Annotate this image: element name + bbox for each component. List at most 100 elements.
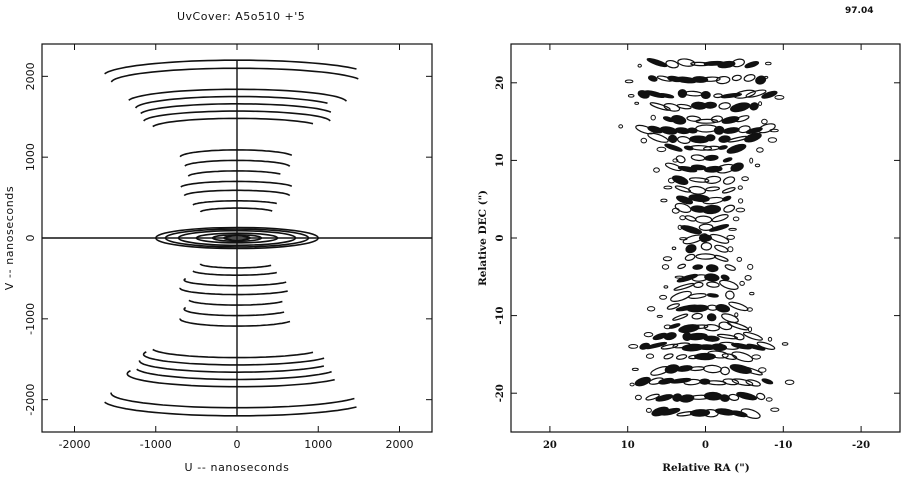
- beam-sidelobe: [741, 176, 749, 182]
- beam-sidelobe: [727, 246, 734, 253]
- beam-contour: [700, 241, 713, 251]
- beam-sidelobe: [754, 163, 761, 168]
- beam-xtick-label: 10: [621, 440, 635, 451]
- beam-contour: [692, 264, 704, 270]
- beam-contour: [660, 343, 679, 350]
- beam-sidelobe: [634, 101, 640, 105]
- beam-sidelobe: [774, 95, 785, 100]
- beam-contour: [670, 290, 692, 302]
- beam-contour: [722, 127, 740, 134]
- uv-ytick-label: 2000: [24, 62, 37, 90]
- beam-contour: [709, 233, 730, 244]
- uv-track-conjugate: [183, 277, 287, 287]
- uv-track: [110, 67, 359, 83]
- beam-contour: [757, 123, 776, 134]
- beam-contour: [645, 341, 668, 350]
- uv-track-conjugate: [188, 299, 283, 306]
- beam-contour: [731, 74, 742, 82]
- beam-contour: [676, 103, 692, 110]
- beam-contour: [678, 324, 700, 334]
- beam-sidelobe: [746, 307, 753, 312]
- beam-contour: [720, 274, 730, 281]
- beam-contour: [677, 58, 696, 67]
- uv-axes: -2000 -1000 0 1000 2000 -2000 -1000 0 1000 2000: [24, 44, 432, 451]
- beam-sidelobe: [653, 167, 660, 173]
- beam-contour: [761, 90, 778, 99]
- beam-contour: [659, 126, 678, 135]
- beam-contour: [706, 281, 720, 288]
- beam-contour: [706, 293, 719, 298]
- beam-sidelobe: [660, 198, 668, 203]
- beam-contour: [745, 89, 767, 98]
- beam-contour: [688, 185, 707, 195]
- beam-contour: [707, 350, 729, 359]
- beam-contour: [675, 155, 686, 164]
- beam-contour: [664, 143, 683, 152]
- beam-sidelobe: [672, 158, 679, 163]
- beam-contour: [718, 135, 731, 143]
- beam-contour: [646, 58, 668, 68]
- beam-contour: [726, 143, 747, 154]
- beam-contour: [691, 312, 703, 320]
- beam-contours: [618, 58, 795, 420]
- beam-contour: [714, 244, 729, 253]
- uv-ytick-label: -2000: [24, 384, 37, 416]
- beam-xtick-label: -10: [774, 440, 792, 451]
- beam-contour: [744, 132, 762, 143]
- beam-sidelobe: [765, 61, 772, 66]
- beam-contour: [713, 125, 725, 135]
- beam-sidelobe: [656, 314, 663, 318]
- beam-contour: [735, 115, 750, 123]
- beam-xtick-label: -20: [852, 440, 870, 451]
- beam-contour: [655, 394, 674, 402]
- beam-contour: [690, 164, 707, 171]
- beam-sidelobe: [728, 227, 737, 231]
- beam-contour: [702, 204, 722, 215]
- beam-contour: [701, 76, 721, 82]
- uv-tracks: [104, 59, 359, 417]
- beam-contour: [740, 408, 761, 420]
- uv-track: [195, 232, 279, 244]
- beam-contour: [705, 186, 720, 192]
- beam-sidelobe: [659, 294, 668, 300]
- beam-contour: [703, 324, 720, 332]
- beam-sidelobe: [627, 94, 635, 98]
- beam-contour: [719, 394, 730, 402]
- beam-ytick-label: 20: [495, 76, 506, 90]
- beam-contour: [704, 154, 719, 161]
- beam-sidelobe: [679, 215, 686, 221]
- beam-contour: [649, 102, 671, 111]
- beam-sidelobe: [749, 291, 755, 296]
- beam-contour: [718, 102, 731, 110]
- beam-contour: [684, 215, 697, 222]
- uv-track-conjugate: [183, 306, 285, 317]
- beam-contour: [689, 145, 713, 151]
- beam-contour: [721, 116, 740, 124]
- uv-track: [134, 95, 328, 109]
- beam-contour: [700, 90, 711, 100]
- beam-contour: [733, 89, 756, 99]
- beam-sidelobe: [738, 198, 744, 204]
- beam-contour: [736, 391, 758, 401]
- uv-track-conjugate: [192, 270, 277, 276]
- beam-contour: [695, 253, 717, 260]
- beam-contour: [676, 195, 694, 205]
- uv-track-conjugate: [199, 263, 272, 269]
- beam-sidelobe: [663, 285, 669, 289]
- beam-contour: [728, 301, 749, 312]
- beam-sidelobe: [645, 353, 655, 359]
- beam-sidelobe: [662, 256, 673, 262]
- beam-sidelobe: [628, 344, 639, 349]
- beam-ytick-label: -10: [495, 307, 506, 325]
- beam-contour: [703, 101, 717, 109]
- beam-sidelobe: [629, 382, 635, 387]
- uv-track: [192, 200, 277, 206]
- uv-track-conjugate: [136, 368, 332, 381]
- beam-contour: [742, 331, 763, 341]
- beam-contour: [676, 135, 691, 144]
- beam-contour: [744, 61, 760, 69]
- uv-track-conjugate: [104, 401, 357, 417]
- beam-sidelobe: [736, 256, 743, 262]
- uv-track-conjugate: [142, 351, 325, 366]
